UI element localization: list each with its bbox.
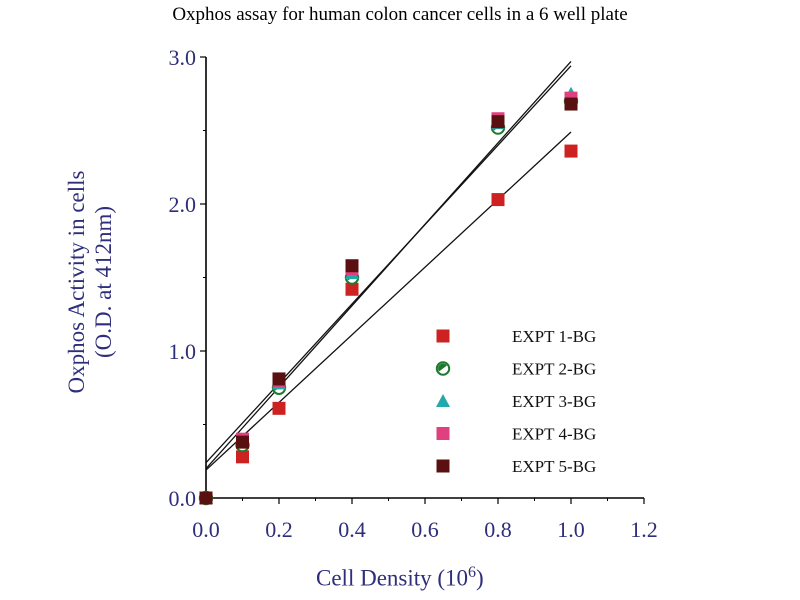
y-tick-label: 1.0 <box>169 339 197 364</box>
y-axis-label: Oxphos Activity in cells (O.D. at 412nm) <box>63 171 117 394</box>
data-point <box>491 115 505 129</box>
fit-line <box>205 60 572 470</box>
x-tick-label: 0.8 <box>484 517 512 542</box>
legend-label: EXPT 5-BG <box>512 457 596 476</box>
x-tick-label: 1.0 <box>557 517 585 542</box>
x-axis-label: Cell Density (106) <box>316 564 484 592</box>
y-tick-label: 0.0 <box>169 486 197 511</box>
legend-marker <box>436 329 450 343</box>
legend-label: EXPT 4-BG <box>512 425 596 444</box>
data-point <box>272 372 286 386</box>
fit-line <box>205 131 572 471</box>
legend-marker <box>435 361 451 376</box>
y-axis-label-line1: Oxphos Activity in cells <box>64 170 89 394</box>
data-point <box>236 450 249 464</box>
x-axis-label-text: Cell Density (10 <box>316 565 469 591</box>
x-tick-label: 0.6 <box>411 517 439 542</box>
legend-marker <box>436 459 450 473</box>
data-point <box>345 259 359 273</box>
x-tick-label: 0.2 <box>265 517 293 542</box>
data-point <box>236 435 249 449</box>
x-tick-label: 1.2 <box>630 517 658 542</box>
data-point <box>564 97 578 111</box>
y-axis-label-line2: (O.D. at 412nm) <box>91 205 116 359</box>
marker-fill <box>438 363 447 372</box>
y-tick-label: 2.0 <box>169 192 197 217</box>
y-tick-label: 3.0 <box>169 45 197 70</box>
legend-label: EXPT 2-BG <box>512 360 596 379</box>
data-point <box>491 193 505 207</box>
x-axis-label-exponent: 6 <box>468 564 477 581</box>
chart-title: Oxphos assay for human colon cancer cell… <box>172 4 628 25</box>
legend-marker <box>436 394 450 407</box>
x-tick-label: 0.0 <box>192 517 220 542</box>
legend-label: EXPT 1-BG <box>512 327 596 346</box>
x-tick-label: 0.4 <box>338 517 366 542</box>
legend-label: EXPT 3-BG <box>512 392 596 411</box>
legend-marker <box>436 427 450 440</box>
data-point <box>564 144 578 158</box>
data-point <box>345 282 359 296</box>
data-point <box>199 491 213 505</box>
x-axis-label-close: ) <box>476 565 484 591</box>
data-point <box>272 401 286 415</box>
